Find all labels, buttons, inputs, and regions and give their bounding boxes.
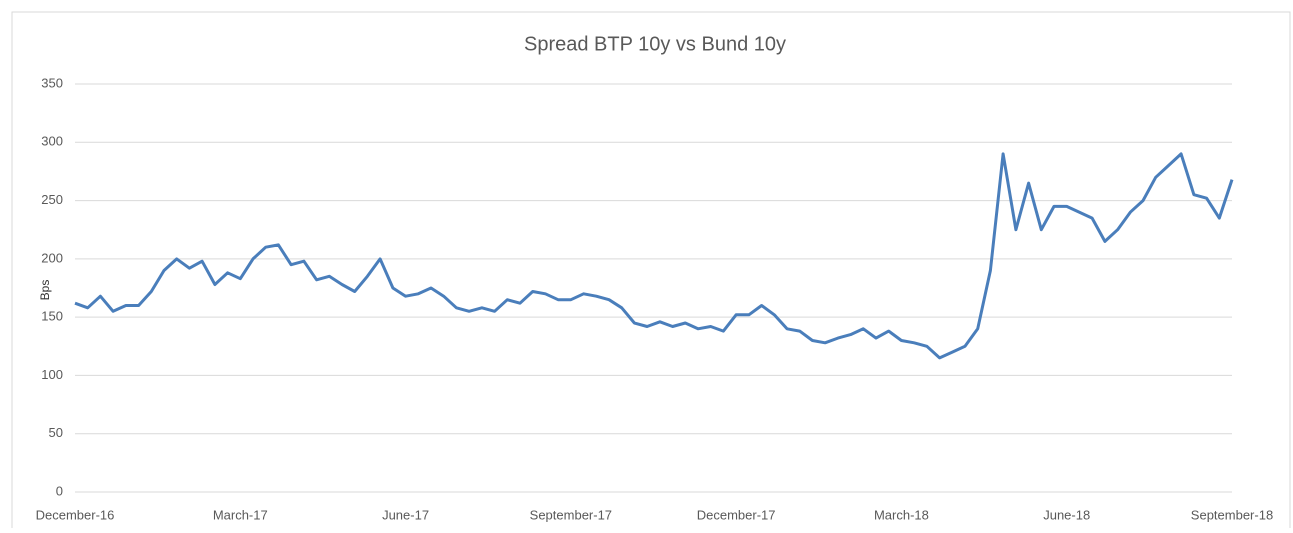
x-tick-label: June-17 xyxy=(382,507,429,522)
x-tick-label: September-17 xyxy=(530,507,612,522)
y-tick-label: 250 xyxy=(41,192,63,207)
y-tick-label: 0 xyxy=(56,483,63,498)
y-tick-label: 150 xyxy=(41,309,63,324)
chart-frame xyxy=(11,11,1291,533)
x-tick-label: June-18 xyxy=(1043,507,1090,522)
x-tick-label: December-17 xyxy=(697,507,776,522)
y-tick-label: 100 xyxy=(41,367,63,382)
x-tick-label: December-16 xyxy=(36,507,115,522)
x-tick-label: March-17 xyxy=(213,507,268,522)
y-tick-label: 300 xyxy=(41,134,63,149)
x-tick-label: March-18 xyxy=(874,507,929,522)
y-tick-label: 200 xyxy=(41,250,63,265)
chart-title: Spread BTP 10y vs Bund 10y xyxy=(524,33,786,55)
y-tick-label: 50 xyxy=(49,425,63,440)
line-series xyxy=(74,152,1234,360)
y-tick-label: 350 xyxy=(41,75,63,90)
y-axis-label: Bps xyxy=(38,280,52,301)
x-tick-label: September-18 xyxy=(1191,507,1273,522)
